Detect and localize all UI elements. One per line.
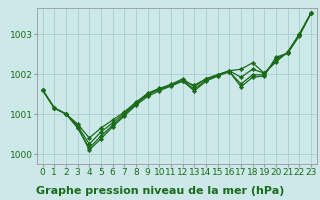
Text: Graphe pression niveau de la mer (hPa): Graphe pression niveau de la mer (hPa): [36, 186, 284, 196]
